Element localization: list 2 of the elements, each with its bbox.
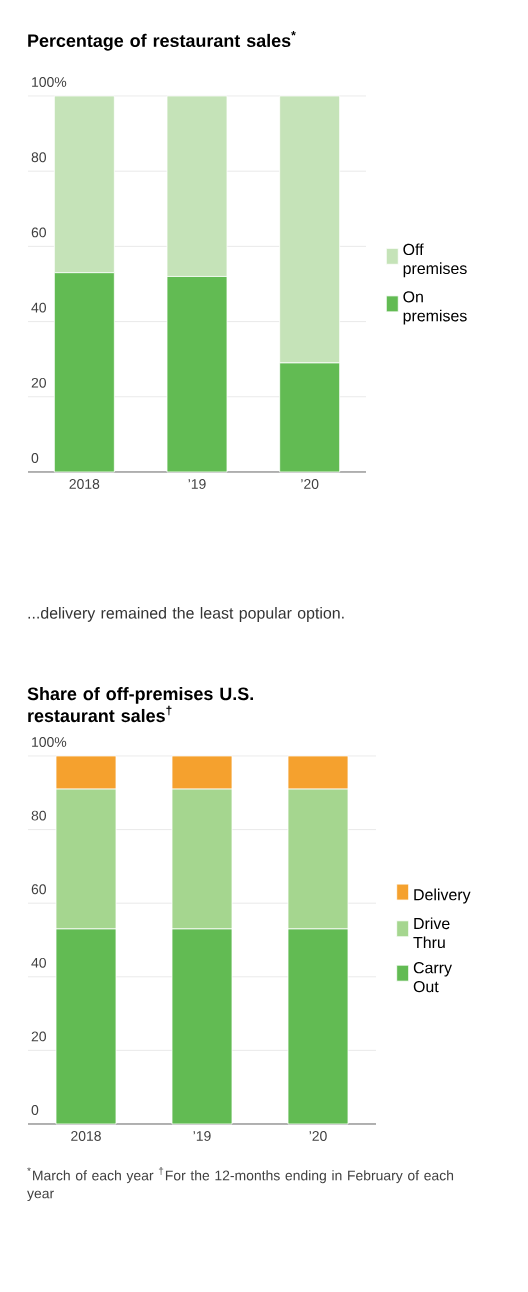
chart-title: Share of off-premises U.S. restaurant sales$^{†}$ [27,687,253,723]
chart-title: Percentage of restaurant sales$^{*}$ [28,31,296,51]
